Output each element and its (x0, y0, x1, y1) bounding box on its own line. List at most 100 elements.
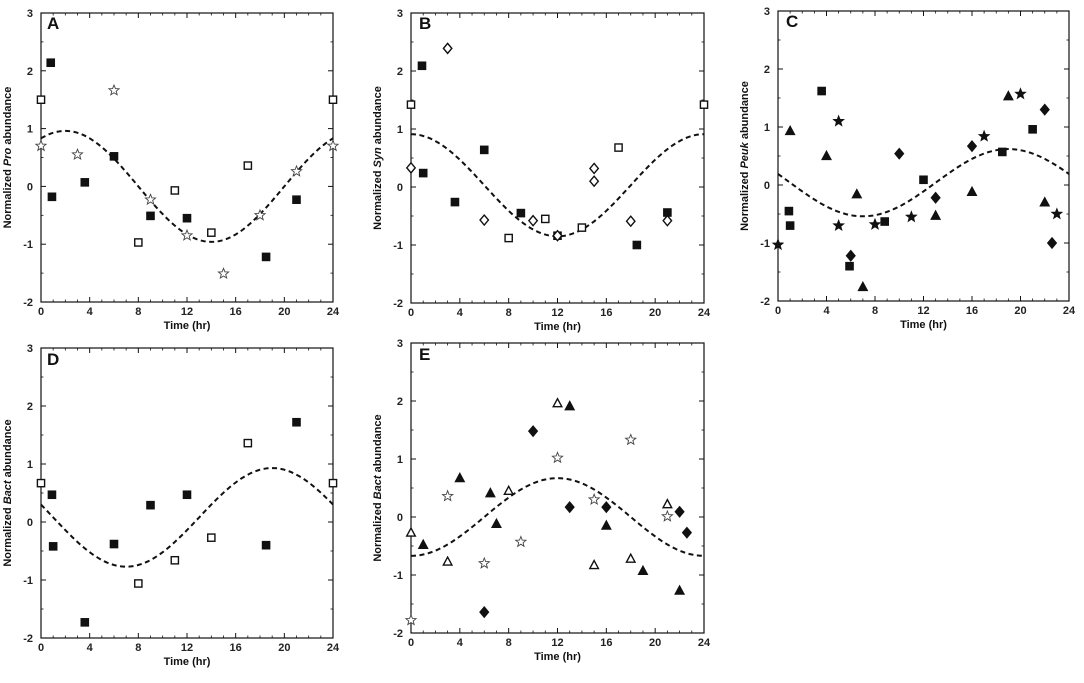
y-tick-label: 3 (764, 6, 770, 18)
x-tick-label: 20 (649, 637, 661, 649)
x-tick-label: 4 (457, 307, 464, 319)
y-axis-label: Normalized Pro abundance (2, 87, 14, 229)
x-tick-label: 4 (457, 637, 464, 649)
x-tick-label: 12 (551, 637, 563, 649)
data-point-square-filled (880, 217, 889, 226)
data-point-diamond-open (589, 175, 600, 188)
data-point-star-open (477, 556, 491, 569)
data-point-square-open (328, 95, 338, 104)
y-tick-label: 2 (764, 64, 770, 76)
data-point-star-open (107, 83, 121, 96)
plot-frame (410, 12, 705, 304)
x-tick-label: 16 (230, 642, 242, 654)
plot-frame (777, 10, 1070, 302)
data-point-square-filled (417, 61, 427, 71)
x-axis-label: Time (hr) (900, 319, 947, 331)
x-tick-label: 8 (135, 642, 141, 654)
data-point-diamond-filled (845, 249, 856, 262)
data-point-square-open (614, 143, 623, 152)
y-tick-label: -2 (760, 296, 770, 308)
data-point-diamond-filled (674, 505, 685, 518)
data-point-square-filled (109, 152, 119, 161)
data-point-star-open (587, 492, 601, 506)
data-point-square-filled (292, 195, 301, 204)
data-point-star-open (441, 489, 455, 502)
y-tick-label: 1 (27, 459, 33, 471)
x-tick-label: 8 (506, 637, 512, 649)
fit-curve (410, 477, 705, 557)
data-point-square-open (36, 478, 46, 488)
data-point-triangle-filled (637, 564, 649, 576)
data-point-triangle-filled (417, 538, 429, 549)
data-point-square-filled (261, 252, 271, 262)
data-point-triangle-filled (674, 584, 686, 595)
y-tick-label: -1 (393, 570, 403, 582)
y-tick-label: -2 (393, 298, 403, 310)
data-point-triangle-open (661, 498, 673, 509)
data-point-diamond-filled (930, 191, 941, 204)
x-tick-label: 16 (230, 306, 242, 318)
plot-frame (410, 342, 705, 634)
y-tick-label: 1 (764, 122, 770, 134)
y-tick-label: -2 (393, 628, 403, 640)
data-point-star-filled (904, 210, 918, 223)
x-tick-label: 12 (917, 305, 929, 317)
y-tick-label: 0 (27, 181, 33, 193)
data-point-square-open (406, 100, 416, 109)
y-tick-label: 0 (397, 182, 403, 194)
data-point-square-filled (845, 261, 854, 271)
x-tick-label: 16 (966, 305, 978, 317)
data-point-star-open (624, 433, 638, 446)
data-point-square-filled (1028, 125, 1037, 134)
x-tick-label: 8 (506, 307, 512, 319)
x-tick-label: 8 (135, 306, 141, 318)
data-point-square-filled (80, 618, 90, 627)
x-tick-label: 12 (181, 306, 193, 318)
y-axis-label: Normalized Bact abundance (2, 419, 14, 566)
data-point-triangle-filled (784, 124, 796, 136)
data-point-star-open (290, 164, 303, 177)
data-point-square-filled (632, 240, 642, 250)
data-point-diamond-open (405, 161, 417, 174)
data-point-star-open (326, 139, 340, 152)
data-point-square-filled (46, 58, 56, 68)
x-tick-label: 24 (698, 307, 711, 319)
x-tick-label: 20 (278, 642, 290, 654)
data-point-triangle-filled (930, 209, 942, 220)
x-tick-label: 0 (408, 637, 414, 649)
x-tick-label: 24 (1063, 305, 1076, 317)
data-point-star-open (253, 208, 267, 221)
fit-curve (410, 133, 705, 238)
data-point-square-filled (146, 500, 155, 510)
data-point-square-filled (48, 542, 58, 551)
data-point-square-filled (261, 540, 271, 550)
y-tick-label: 0 (397, 512, 403, 524)
data-point-star-open (217, 267, 230, 279)
data-point-square-open (170, 555, 180, 565)
data-point-star-filled (832, 218, 846, 232)
data-point-square-open (243, 438, 253, 448)
y-tick-label: 1 (397, 454, 403, 466)
x-tick-label: 8 (872, 305, 878, 317)
y-tick-label: 0 (27, 517, 33, 529)
data-point-square-filled (516, 208, 526, 218)
panel-letter: D (47, 350, 59, 369)
data-point-star-open (71, 147, 84, 161)
data-point-triangle-filled (1039, 196, 1051, 207)
y-tick-label: 2 (397, 66, 403, 78)
data-point-star-filled (1050, 207, 1064, 220)
x-tick-label: 0 (408, 307, 414, 319)
panel-letter: C (786, 12, 798, 31)
data-point-square-filled (784, 206, 794, 216)
x-tick-label: 16 (600, 307, 612, 319)
data-point-diamond-filled (564, 501, 575, 514)
data-point-star-filled (868, 217, 882, 230)
y-tick-label: 3 (27, 8, 33, 20)
data-point-square-open (207, 228, 216, 237)
data-point-star-open (180, 228, 194, 241)
data-point-square-filled (785, 221, 795, 230)
y-tick-label: 1 (397, 124, 403, 136)
